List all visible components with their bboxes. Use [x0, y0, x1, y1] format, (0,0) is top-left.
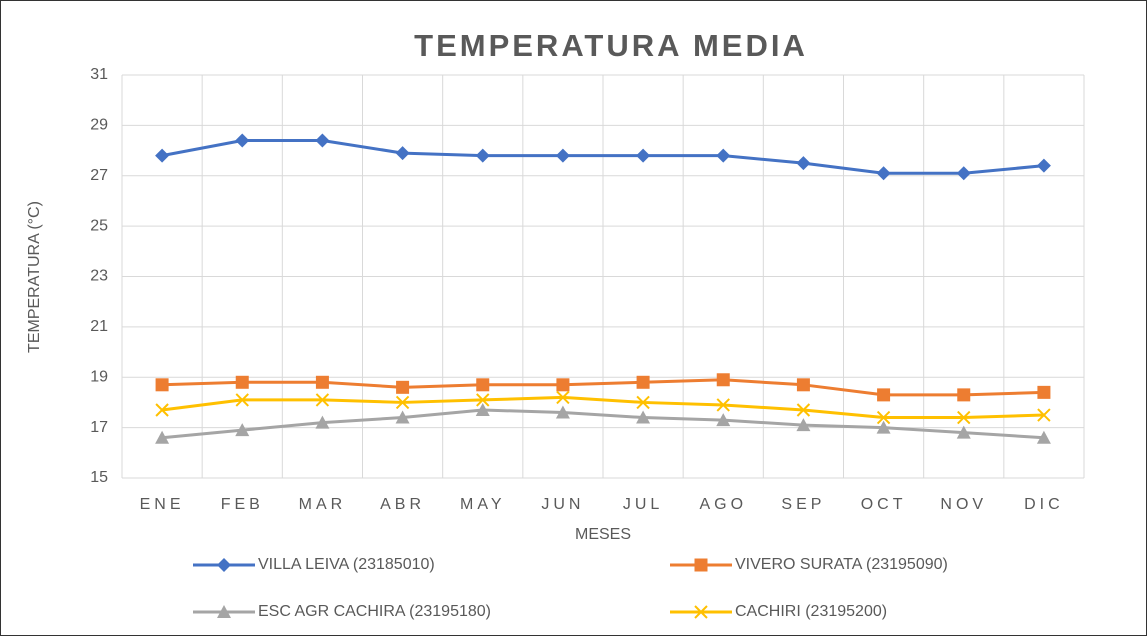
- data-point: [556, 378, 570, 392]
- data-point: [796, 418, 811, 432]
- data-point: [1037, 385, 1051, 399]
- legend-label: VIVERO SURATA (23195090): [735, 556, 948, 573]
- data-point: [636, 395, 650, 410]
- series-line: [161, 395, 1044, 420]
- data-point: [395, 395, 410, 410]
- data-point: [155, 148, 170, 163]
- x-tick-label: AGO: [699, 496, 747, 513]
- data-point: [876, 166, 891, 181]
- data-point: [556, 390, 570, 405]
- data-point: [1036, 430, 1051, 444]
- legend-label: CACHIRI (23195200): [735, 603, 887, 620]
- data-point: [395, 410, 410, 424]
- x-tick-label: MAY: [460, 496, 505, 513]
- data-point: [315, 133, 330, 148]
- legend-label: VILLA LEIVA (23185010): [258, 556, 435, 573]
- data-point: [155, 378, 169, 392]
- x-tick-label: NOV: [940, 496, 987, 513]
- y-tick-label: 15: [90, 469, 108, 486]
- data-point: [155, 403, 169, 417]
- y-axis-label: TEMPERATURA (°C): [26, 201, 43, 353]
- data-point: [716, 398, 730, 412]
- data-point: [957, 388, 971, 402]
- y-tick-label: 23: [90, 268, 108, 285]
- y-tick-label: 29: [90, 117, 108, 134]
- data-point: [475, 402, 490, 416]
- data-point: [315, 415, 330, 429]
- legend-marker: [217, 605, 231, 618]
- data-point: [796, 156, 811, 171]
- y-tick-label: 17: [90, 419, 108, 436]
- data-point: [636, 148, 651, 163]
- data-point: [1037, 408, 1051, 422]
- x-tick-label: ABR: [380, 496, 425, 513]
- series-line: [162, 378, 1044, 397]
- data-point: [476, 393, 490, 407]
- data-point: [716, 413, 731, 427]
- data-point: [476, 378, 490, 392]
- data-point: [636, 375, 650, 389]
- data-point: [956, 425, 971, 439]
- series-line: [161, 408, 1045, 440]
- series-line: [161, 138, 1045, 175]
- x-tick-label: JUL: [623, 496, 663, 513]
- data-point: [235, 375, 249, 389]
- data-point: [716, 148, 731, 163]
- data-point: [315, 375, 329, 389]
- data-point: [235, 423, 250, 437]
- y-tick-label: 25: [90, 217, 108, 234]
- data-point: [235, 393, 249, 407]
- legend-marker: [694, 605, 708, 619]
- data-point: [1036, 158, 1051, 173]
- x-tick-label: FEB: [221, 496, 264, 513]
- chart-title: TEMPERATURA MEDIA: [414, 28, 808, 63]
- data-point: [475, 148, 490, 163]
- data-point: [315, 393, 330, 407]
- y-tick-label: 21: [90, 318, 108, 335]
- x-tick-label: SEP: [781, 496, 825, 513]
- x-tick-label: MAR: [299, 496, 347, 513]
- data-point: [636, 410, 651, 424]
- y-tick-label: 27: [90, 167, 108, 184]
- x-axis-label: MESES: [575, 526, 631, 543]
- legend-marker: [217, 558, 231, 572]
- data-point: [956, 166, 971, 181]
- data-point: [155, 430, 170, 444]
- legend-marker: [694, 558, 708, 572]
- legend-label: ESC AGR CACHIRA (23195180): [258, 603, 491, 620]
- x-tick-label: ENE: [140, 496, 185, 513]
- data-point: [876, 410, 891, 425]
- data-point: [395, 146, 410, 161]
- data-point: [555, 148, 570, 163]
- data-point: [876, 420, 891, 434]
- data-point: [396, 380, 410, 394]
- x-tick-label: JUN: [541, 496, 584, 513]
- x-tick-label: DIC: [1024, 496, 1064, 513]
- data-point: [235, 133, 250, 148]
- y-tick-label: 19: [90, 368, 108, 385]
- data-point: [796, 403, 811, 417]
- data-point: [877, 388, 891, 402]
- data-point: [796, 378, 810, 392]
- data-point: [957, 410, 971, 425]
- x-tick-label: OCT: [861, 496, 907, 513]
- data-point: [716, 373, 730, 387]
- y-tick-label: 31: [90, 66, 108, 83]
- data-point: [555, 405, 570, 419]
